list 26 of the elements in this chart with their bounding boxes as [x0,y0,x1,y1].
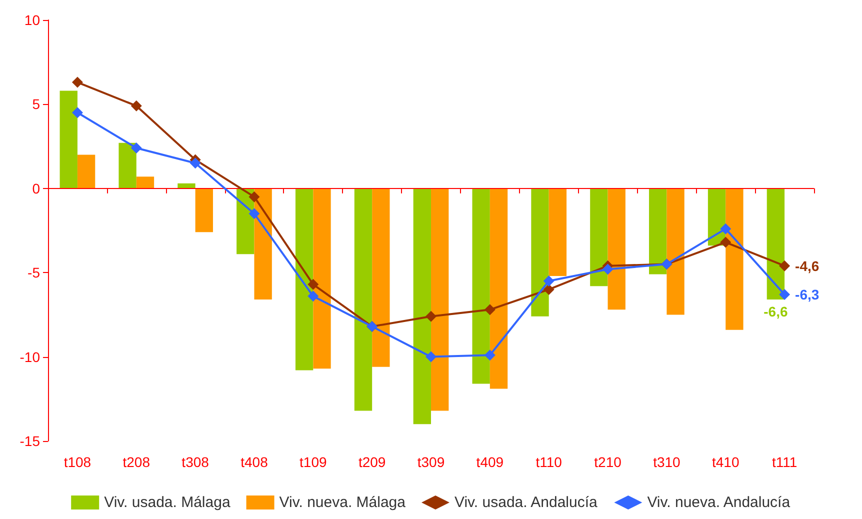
x-tick-label: t109 [300,454,327,470]
data-label: -4,6 [795,258,820,274]
y-tick-label: 5 [32,96,40,112]
data-label: -6,3 [795,286,820,302]
x-tick-label: t309 [417,454,445,470]
legend-label: Viv. usada. Málaga [104,494,231,511]
y-tick-label: 0 [32,180,40,196]
x-tick-label: t110 [536,454,562,470]
x-tick-label: t210 [594,454,622,470]
x-tick-label: t408 [240,454,268,470]
legend-label: Viv. nueva. Andalucía [647,494,791,511]
y-tick-label: -5 [28,264,40,281]
x-tick-label: t410 [712,454,740,470]
x-tick-label: t409 [476,454,504,470]
x-tick-label: t208 [122,454,150,470]
x-tick-label: t209 [358,454,386,470]
x-tick-label: t111 [772,454,798,470]
y-tick-label: -15 [20,433,40,449]
x-tick-label: t308 [182,454,210,470]
y-tick-label: -10 [20,348,40,365]
legend-label: Viv. nueva. Málaga [279,494,406,511]
data-label: -6,6 [764,304,788,320]
y-tick-label: 10 [24,12,40,28]
x-tick-label: t310 [653,454,681,470]
legend-label: Viv. usada. Andalucía [454,494,598,511]
x-tick-label: t108 [64,454,92,470]
